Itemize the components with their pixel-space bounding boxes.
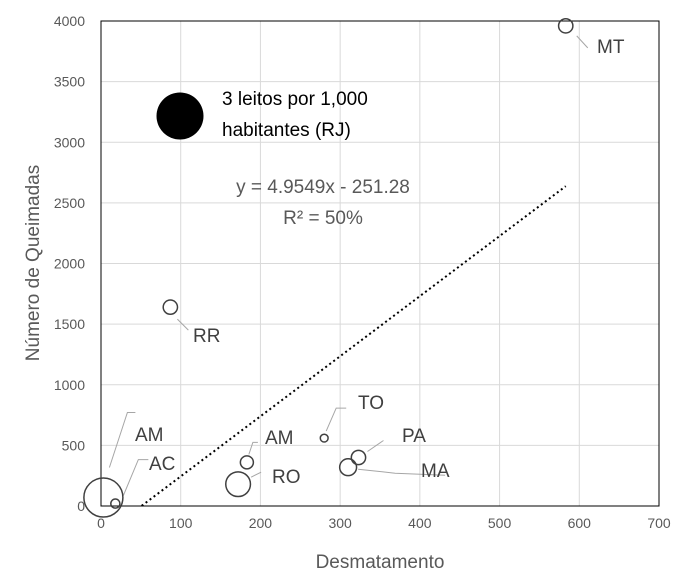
data-points [83,17,574,518]
y-axis-ticks: 0 500 1000 1500 2000 2500 3000 3500 4000 [54,13,85,514]
y-tick-label: 2000 [54,256,85,272]
x-tick-label: 500 [488,515,512,531]
trendline [141,185,567,507]
point-label-to: TO [358,393,384,414]
leader-line [576,35,589,49]
leader-line [176,318,189,331]
trendline-equation: y = 4.9549x - 251.28 [236,177,410,198]
point-label-rr: RR [193,326,220,347]
point-label-pa: PA [402,426,426,447]
bubble-am [239,455,255,470]
y-tick-label: 1000 [54,377,85,393]
x-tick-label: 600 [568,515,592,531]
label-leader-lines [108,35,589,496]
point-label-am: AM [265,428,294,449]
y-tick-label: 0 [77,498,85,514]
data-labels: MT RR TO PA MA AM RO AM AC [135,37,625,488]
y-tick-label: 3500 [54,74,85,90]
y-axis-title: Número de Queimadas [23,165,44,361]
x-axis-title: Desmatamento [316,552,445,573]
bubble-ro [225,471,252,498]
leader-line [122,459,149,496]
leader-line [325,407,347,432]
legend-bubble [156,92,204,140]
leader-line [358,468,446,476]
plot-frame [100,20,660,507]
y-tick-label: 500 [62,437,86,453]
y-tick-label: 3000 [54,134,85,150]
y-tick-label: 4000 [54,13,85,29]
y-tick-label: 2500 [54,195,85,211]
x-tick-label: 700 [647,515,671,531]
bubble-rr [162,299,179,316]
bubble-ma [338,458,358,477]
bubble-am [83,477,124,518]
x-tick-label: 400 [408,515,432,531]
legend-text-line2: habitantes (RJ) [222,120,351,141]
point-label-mt: MT [597,37,625,58]
leader-line [367,440,384,452]
point-label-ma: MA [421,461,450,482]
bubble-ac [110,498,121,509]
point-label-am: AM [135,425,164,446]
x-tick-label: 0 [97,515,105,531]
x-tick-label: 300 [328,515,352,531]
bubble-mt [557,17,574,34]
leader-line [248,441,258,455]
leader-line [250,471,262,478]
point-label-ac: AC [149,454,175,475]
x-tick-label: 100 [169,515,193,531]
x-axis-ticks: 0 100 200 300 400 500 600 700 [97,515,671,531]
bubble-pa [350,449,367,466]
y-tick-label: 1500 [54,316,85,332]
trendline-r-squared: R² = 50% [283,208,363,229]
x-tick-label: 200 [249,515,273,531]
point-label-ro: RO [272,467,301,488]
leader-line [108,412,136,468]
legend-text-line1: 3 leitos por 1,000 [222,89,368,110]
bubble-to [319,433,329,443]
